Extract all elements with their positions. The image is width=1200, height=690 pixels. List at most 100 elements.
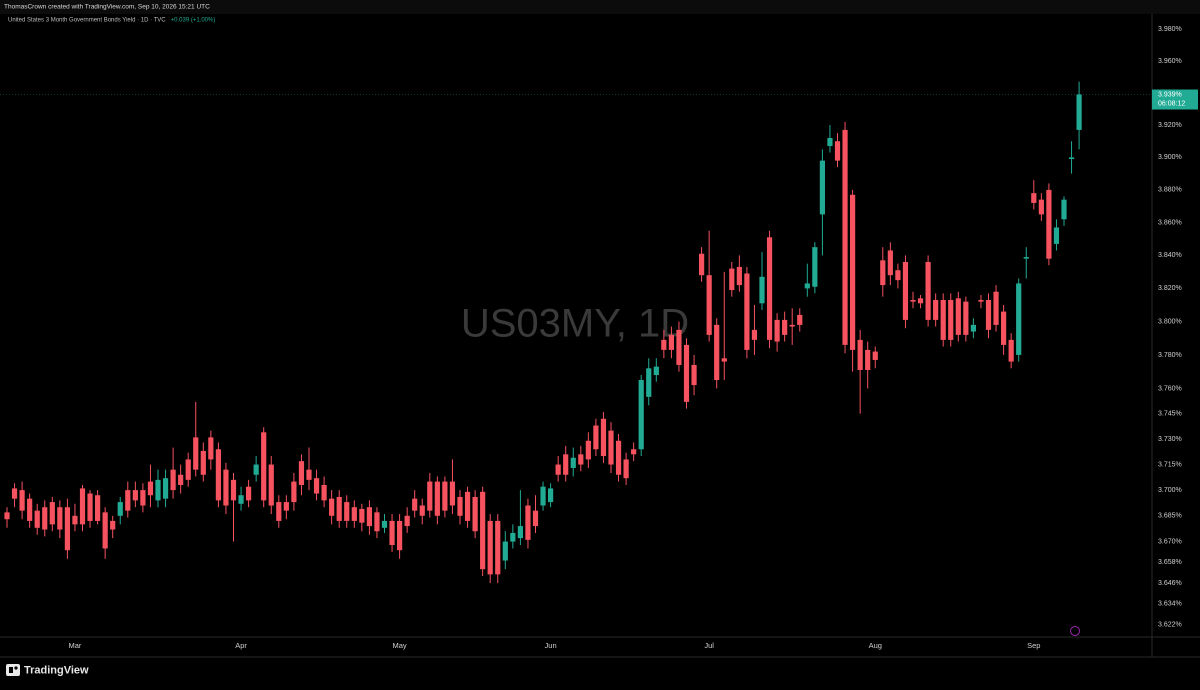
candle-body xyxy=(193,437,199,470)
candle-body xyxy=(857,339,863,370)
candle-body xyxy=(480,491,486,570)
candle-body xyxy=(223,469,229,506)
candle-body xyxy=(412,498,418,511)
candle-body xyxy=(782,319,788,335)
candle-body xyxy=(215,449,221,501)
y-tick-label: 3.860% xyxy=(1158,219,1182,226)
candle-body xyxy=(162,478,169,499)
candle-body xyxy=(1016,283,1022,355)
candle-body xyxy=(117,502,123,516)
candle-body xyxy=(699,253,705,276)
candle-body xyxy=(585,440,591,460)
y-tick-label: 3.780% xyxy=(1158,352,1182,359)
candle-body xyxy=(11,488,18,499)
candle-body xyxy=(570,457,576,468)
x-tick-label: Sep xyxy=(1027,641,1040,650)
candle-body xyxy=(1023,257,1029,259)
candle-body xyxy=(963,301,969,335)
candle-body xyxy=(298,461,305,485)
candle-body xyxy=(87,493,93,521)
candle-body xyxy=(940,299,946,340)
y-tick-label: 3.980% xyxy=(1158,26,1182,33)
candle-body xyxy=(434,481,440,516)
candle-body xyxy=(208,437,214,460)
candle-body xyxy=(902,261,909,320)
candle-body xyxy=(714,324,720,381)
candle-body xyxy=(812,247,818,287)
candle-body xyxy=(850,194,856,350)
candle-body xyxy=(1038,199,1044,215)
candle-body xyxy=(993,291,999,325)
y-tick-label: 3.760% xyxy=(1158,385,1182,392)
candle-body xyxy=(804,283,810,289)
candle-body xyxy=(623,459,629,479)
candle-body xyxy=(948,299,954,340)
candle-body xyxy=(155,479,161,501)
candle-body xyxy=(1046,189,1052,259)
y-tick-label: 3.622% xyxy=(1158,622,1182,629)
candle-body xyxy=(140,490,146,506)
candle-body xyxy=(321,484,327,501)
candle-body xyxy=(834,141,841,161)
candle-body xyxy=(495,520,501,575)
x-tick-label: Apr xyxy=(235,641,247,650)
candle-body xyxy=(978,299,984,302)
event-icon[interactable] xyxy=(1070,626,1080,636)
candle-body xyxy=(517,526,523,539)
countdown-label: 06:08:12 xyxy=(1158,100,1185,107)
logo-text: TradingView xyxy=(24,664,89,676)
candle-body xyxy=(510,532,516,542)
candle-body xyxy=(970,324,976,332)
candle-body xyxy=(366,507,372,527)
candle-body xyxy=(706,275,712,335)
y-tick-label: 3.715% xyxy=(1158,461,1182,468)
last-price-label: 3.939% xyxy=(1158,91,1182,98)
candle-body xyxy=(1068,157,1075,160)
candle-body xyxy=(555,464,561,475)
header-text: ThomasCrown created with TradingView.com… xyxy=(4,4,210,11)
candles xyxy=(4,81,1082,584)
candle-body xyxy=(736,266,742,286)
y-tick-label: 3.920% xyxy=(1158,122,1182,129)
candle-body xyxy=(344,502,350,521)
candle-body xyxy=(253,464,259,475)
candle-body xyxy=(261,432,267,501)
y-tick-label: 3.820% xyxy=(1158,285,1182,292)
candle-body xyxy=(336,496,342,521)
x-tick-label: Mar xyxy=(68,641,81,650)
candle-body xyxy=(419,505,425,516)
last-price-box xyxy=(1152,89,1198,110)
candle-body xyxy=(381,520,388,528)
candle-body xyxy=(472,496,478,532)
candle-body xyxy=(729,268,735,291)
candle-body xyxy=(532,510,539,527)
y-tick-label: 3.670% xyxy=(1158,538,1182,545)
candle-body xyxy=(1031,193,1037,203)
y-tick-label: 3.700% xyxy=(1158,487,1182,494)
candle-body xyxy=(563,454,569,475)
y-tick-label: 3.730% xyxy=(1158,436,1182,443)
logo-icon-part xyxy=(9,667,13,673)
candle-body xyxy=(230,479,237,501)
candle-body xyxy=(276,502,282,521)
candle-body xyxy=(170,469,176,491)
candle-body xyxy=(95,495,101,521)
candle-body xyxy=(691,364,697,386)
candle-body xyxy=(985,299,992,330)
x-tick-label: Jun xyxy=(545,641,557,650)
candle-body xyxy=(132,490,138,501)
y-tick-label: 3.840% xyxy=(1158,252,1182,259)
candle-body xyxy=(404,515,410,527)
candle-body xyxy=(389,520,395,546)
candle-body xyxy=(751,329,758,340)
candle-body xyxy=(397,520,403,551)
candle-body xyxy=(246,486,252,501)
candle-body xyxy=(548,488,554,503)
candle-body xyxy=(64,507,70,551)
candle-body xyxy=(1076,94,1082,130)
candle-body xyxy=(178,474,184,485)
x-tick-label: May xyxy=(393,641,407,650)
candle-body xyxy=(774,319,780,342)
y-tick-label: 3.800% xyxy=(1158,318,1182,325)
